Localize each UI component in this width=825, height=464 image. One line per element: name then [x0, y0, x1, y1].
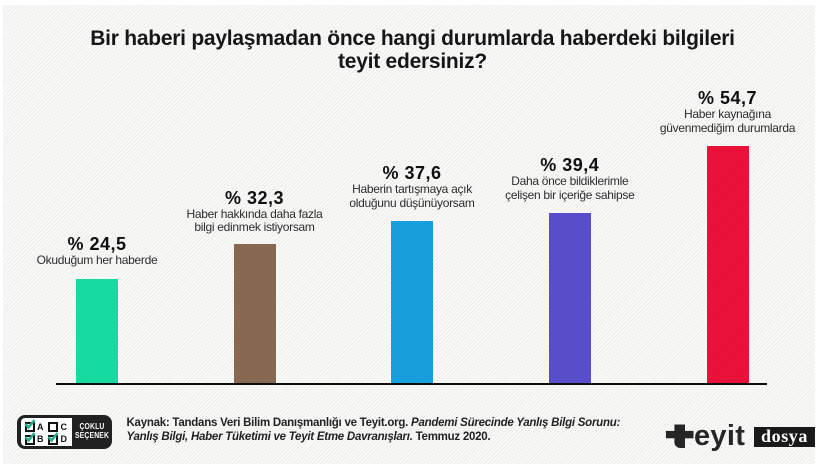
svg-text:eyit: eyit — [694, 420, 745, 452]
